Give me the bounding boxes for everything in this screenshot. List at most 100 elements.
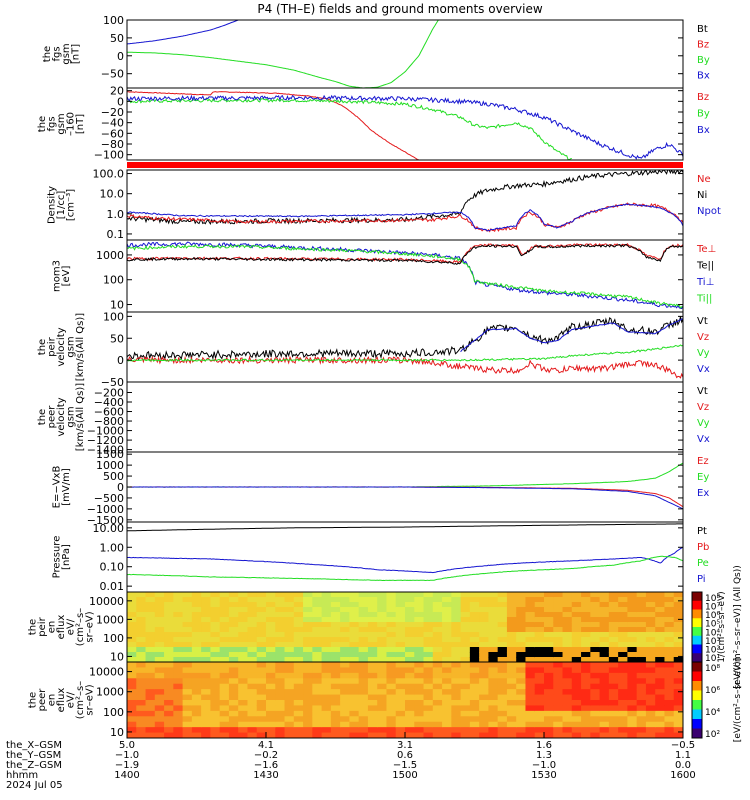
series-p3-1 <box>127 202 683 233</box>
colorbar-tick-label: 10² <box>705 730 720 740</box>
y-tick-label: 100 <box>103 14 124 27</box>
y-axis-label: [nPa] <box>61 544 72 570</box>
x-row-value: 1530 <box>531 770 556 781</box>
legend-label: Vx <box>697 434 710 445</box>
y-axis-label: [mV/m] <box>61 468 72 506</box>
y-tick-label: −60 <box>101 127 124 140</box>
panel-frame <box>126 311 684 383</box>
y-tick-label: 0 <box>117 50 124 63</box>
y-tick-label: −100 <box>94 149 124 162</box>
y-tick-label: 0.1 <box>107 228 125 241</box>
panel-p6: −200−400−600−800−1000−1200−1400 thepeerve… <box>37 381 710 457</box>
y-axis-label: the <box>37 409 48 425</box>
y-tick-label: −1400 <box>87 444 124 457</box>
x-row-value: 3.1 <box>397 740 413 751</box>
legend-label: Pt <box>697 526 707 537</box>
series-p7-0 <box>127 462 683 488</box>
y-axis-label: peir <box>47 336 58 356</box>
y-axis-label: Pressure <box>51 536 62 579</box>
legend-label: Te⊥ <box>696 244 716 255</box>
legend-label: Ti|| <box>696 294 712 305</box>
series-p8-2 <box>127 555 683 582</box>
panel-p3: 100.0 10.0 1.0 0.1 Density[1/cc][cm⁻³] Ne Ni Np… <box>47 168 721 241</box>
y-axis-label: [km/s(All Qs)] <box>75 383 86 451</box>
y-axis-label: (cm²–s– <box>75 681 86 719</box>
y-tick-label: −600 <box>94 406 124 419</box>
y-tick-label: 10000 <box>89 595 124 608</box>
y-axis-label: sr–eV) <box>85 611 96 642</box>
y-axis-label: gsm <box>66 336 77 357</box>
series-p1-1 <box>127 20 239 45</box>
x-row-value: 0.6 <box>397 750 413 761</box>
y-axis-label: [nT] <box>70 44 81 64</box>
colorbar-label: [eV/(cm²–s–sr–eV)] <box>733 658 743 742</box>
y-axis-label: eflux <box>56 615 67 640</box>
y-tick-label: −80 <box>101 138 124 151</box>
series-p2-2 <box>127 94 683 160</box>
series-p4-3 <box>127 243 683 266</box>
y-tick-label: 100 <box>103 706 124 719</box>
series-p8-1 <box>127 546 683 574</box>
y-axis-label: mom3 <box>51 260 62 292</box>
x-row-value: 1400 <box>114 770 139 781</box>
x-row-label: the_Z–GSM <box>6 760 62 771</box>
colorbar-tick-label: 10⁵ <box>705 620 720 630</box>
y-tick-label: 10 <box>110 299 124 312</box>
series-p7-2 <box>127 486 683 510</box>
legend-label: Vt <box>697 386 708 397</box>
date-label: 2024 Jul 05 <box>6 780 63 791</box>
legend-label: Ti⊥ <box>696 277 714 288</box>
legend-label: Vt <box>697 316 708 327</box>
x-row-label: the_Y–GSM <box>6 750 61 761</box>
x-row-value: −0.5 <box>671 740 695 751</box>
y-tick-label: 0.10 <box>100 561 125 574</box>
y-tick-label: 1000 <box>96 686 124 699</box>
y-axis-label: Density <box>47 186 58 224</box>
legend-label: Ez <box>697 456 709 467</box>
series-p5-0 <box>127 316 683 361</box>
colorbar-tick-label: 10⁶ <box>705 686 720 696</box>
y-tick-label: −400 <box>94 396 124 409</box>
y-tick-label: 1000 <box>96 249 124 262</box>
y-tick-label: −20 <box>101 106 124 119</box>
y-tick-label: 1000 <box>96 613 124 626</box>
y-tick-label: −1200 <box>87 434 124 447</box>
x-row-value: 1.6 <box>536 740 552 751</box>
y-tick-label: −800 <box>94 415 124 428</box>
x-row-value: 5.0 <box>119 740 135 751</box>
panel-bar <box>127 162 683 168</box>
y-tick-label: −40 <box>101 117 124 130</box>
y-tick-label: 0 <box>117 95 124 108</box>
y-tick-label: 20 <box>110 85 124 98</box>
x-row-value: 0.0 <box>675 760 691 771</box>
y-tick-label: 100 <box>103 274 124 287</box>
y-tick-label: 100 <box>103 632 124 645</box>
colorbar-tick-label: 10⁷ <box>705 603 720 613</box>
y-axis-label: gsm <box>61 43 72 64</box>
legend-label: Bx <box>697 71 710 82</box>
x-row-value: −1.0 <box>532 760 556 771</box>
y-axis-label: velocity <box>56 397 67 436</box>
series-p4-1 <box>127 243 683 309</box>
y-axis-label: eflux <box>56 688 67 713</box>
y-tick-label: 500 <box>103 470 124 483</box>
y-axis-label: the <box>37 116 48 132</box>
colorbar-label: [eV/(cm²–s–sr–eV)] (All Qs)) <box>733 565 743 689</box>
y-tick-label: 10.00 <box>93 522 125 535</box>
panel-s2: 10⁸ 10⁶ 10⁴ 10² [eV/(cm²–s–sr–eV)] 10000 1000 1… <box>28 658 744 742</box>
colorbar-sublabel: 1/(cm²–s–sr–eV) <box>717 591 727 662</box>
y-tick-label: −500 <box>94 492 124 505</box>
series-p8-0 <box>127 523 683 532</box>
series-p3-2 <box>127 203 683 232</box>
legend-label: Vz <box>697 332 709 343</box>
x-axis-table: the_X–GSM 5.0 4.1 3.1 1.6 −0.5 the_Y–GSM −1.0 −0… <box>6 740 696 791</box>
legend-label: Vx <box>697 364 710 375</box>
series-p5-2 <box>127 344 683 362</box>
panel-frame <box>126 239 684 313</box>
legend-label: Pe <box>697 558 709 569</box>
x-row-value: −1.6 <box>254 760 278 771</box>
